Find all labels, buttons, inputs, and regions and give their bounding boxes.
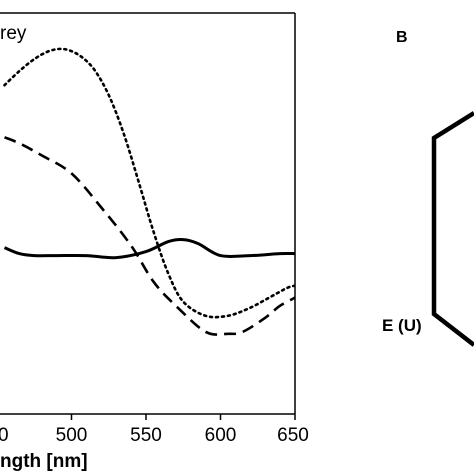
hexagon-outline: [431, 111, 474, 347]
node-label-e: E (U): [382, 316, 422, 335]
panel-label: B: [396, 29, 408, 46]
x-tick-label: 500: [56, 425, 88, 446]
legend-label: rey: [0, 23, 27, 44]
x-tick-label: 550: [130, 425, 162, 446]
x-axis-title: ngth [nm]: [0, 451, 88, 472]
series-line-dotted: [3, 47, 295, 319]
x-tick-label: 600: [205, 425, 237, 446]
spectrum-chart: 500 550 600 650 0 rey ngth [nm]: [0, 12, 309, 472]
x-axis-ticks: 500 550 600 650 0: [0, 414, 309, 446]
x-tick-label: 650: [277, 425, 309, 446]
series-line-solid: [3, 237, 295, 260]
series-line-dashed: [4, 136, 295, 336]
x-tick-label-partial: 0: [0, 425, 9, 446]
series-layer: [3, 47, 295, 336]
panel-b-diagram: B E (U): [382, 29, 474, 347]
